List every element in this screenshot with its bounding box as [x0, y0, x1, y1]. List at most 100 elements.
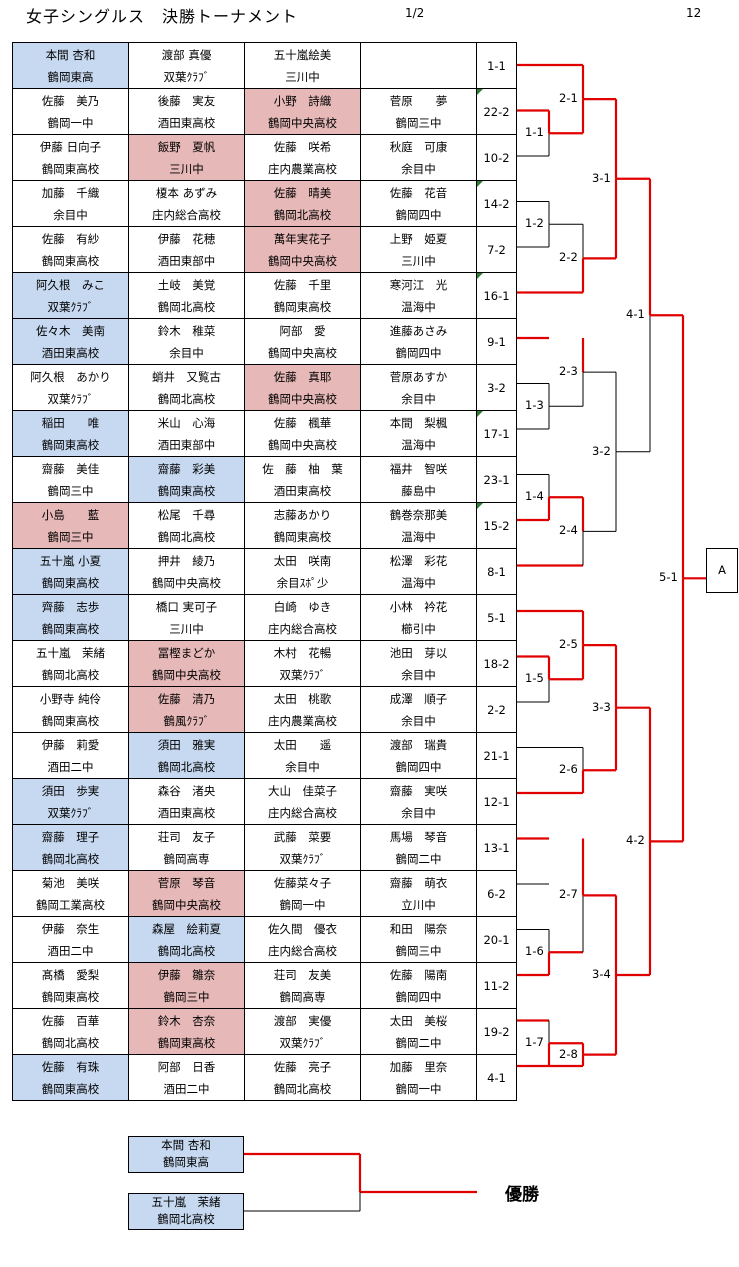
player-name: 太田 遥: [273, 737, 332, 752]
player-cell: 佐々木 美南 酒田東高校: [12, 318, 129, 365]
player-cell: 五十嵐絵美 三川中: [244, 42, 361, 89]
player-school: 鶴岡二中: [395, 1035, 442, 1050]
player-school: 鶴岡中央高校: [152, 667, 221, 682]
player-school: 酒田東高校: [157, 115, 216, 130]
player-cell: 米山 心海 酒田東部中: [128, 410, 245, 457]
player-name: 小野 詩織: [273, 93, 332, 108]
player-cell: 土岐 美覚 鶴岡北高校: [128, 272, 245, 319]
player-school: 鶴岡三中: [395, 115, 442, 130]
player-name: 押井 綾乃: [157, 553, 216, 568]
player-school: 鶴岡東高校: [157, 1035, 216, 1050]
player-cell: 佐藤 晴美 鶴岡北高校: [244, 180, 361, 227]
player-name: 秋庭 可康: [389, 139, 448, 154]
player-name: 松尾 千尋: [157, 507, 216, 522]
player-cell: 齋藤 彩美 鶴岡東高校: [128, 456, 245, 503]
player-cell: 押井 綾乃 鶴岡中央高校: [128, 548, 245, 595]
player-school: 余目中: [401, 161, 436, 176]
group-code-cell: 14-2: [476, 180, 517, 227]
group-row: 佐藤 有珠 鶴岡東高校 阿部 日香 酒田二中 佐藤 亮子 鶴岡北高校 加藤 里奈 鶴岡一中 4-…: [12, 1054, 517, 1101]
player-school: 鶴岡三中: [47, 483, 94, 498]
player-school: 酒田東部中: [157, 253, 216, 268]
match-label: 1-2: [524, 216, 545, 231]
group-code: 16-1: [483, 288, 510, 303]
player-cell: 太田 桃歌 庄内農業高校: [244, 686, 361, 733]
player-school: 立川中: [401, 897, 436, 912]
player-name: 森谷 渚央: [157, 783, 216, 798]
player-school: 双葉ｸﾗﾌﾞ: [279, 667, 326, 682]
player-name: 伊藤 花穂: [157, 231, 216, 246]
player-name: 伊藤 雛奈: [157, 967, 216, 982]
player-name: 佐々木 美南: [36, 323, 105, 338]
player-cell: 本間 杏和 鶴岡東高: [12, 42, 129, 89]
player-school: 鶴岡東高校: [41, 161, 100, 176]
player-name: 伊藤 奈生: [41, 921, 100, 936]
player-cell: 白崎 ゆき 庄内総合高校: [244, 594, 361, 641]
group-code-cell: 20-1: [476, 916, 517, 963]
player-school: 余目中: [401, 805, 436, 820]
player-name: 齋藤 実咲: [389, 783, 448, 798]
player-name: 菅原 琴音: [157, 875, 216, 890]
player-name: 榎本 あずみ: [155, 185, 218, 200]
player-name: 本間 杏和: [45, 47, 96, 62]
player-name: 佐藤 有珠: [41, 1059, 100, 1074]
player-name: 福井 智咲: [389, 461, 448, 476]
player-cell: 髙橋 愛梨 鶴岡東高校: [12, 962, 129, 1009]
player-cell: 橋口 実可子 三川中: [128, 594, 245, 641]
player-name: 伊藤 日向子: [39, 139, 102, 154]
player-school: 鶴岡東高校: [41, 1081, 100, 1096]
group-code: 12-1: [483, 794, 510, 809]
player-school: 藤島中: [401, 483, 436, 498]
player-school: 双葉ｸﾗﾌﾞ: [279, 851, 326, 866]
group-row: 齋藤 理子 鶴岡北高校 荘司 友子 鶴岡高専 武藤 菜要 双葉ｸﾗﾌﾞ 馬場 琴音 鶴岡二中 1…: [12, 824, 517, 871]
group-code: 15-2: [483, 518, 510, 533]
player-cell: 渡部 瑞貴 鶴岡四中: [360, 732, 477, 779]
player-cell: 伊藤 日向子 鶴岡東高校: [12, 134, 129, 181]
player-school: 余目中: [169, 345, 204, 360]
player-name: 上野 姫夏: [389, 231, 448, 246]
player-cell: 渡部 実優 双葉ｸﾗﾌﾞ: [244, 1008, 361, 1055]
player-cell: 後藤 実友 酒田東高校: [128, 88, 245, 135]
group-row: 伊藤 奈生 酒田二中 森屋 絵莉夏 鶴岡北高校 佐久間 優衣 庄内総合高校 和田 陽奈 鶴岡三…: [12, 916, 517, 963]
player-school: 鶴岡東高校: [273, 529, 332, 544]
player-school: 鶴岡東高: [47, 69, 94, 84]
match-label: 2-3: [558, 364, 579, 379]
player-school: 櫛引中: [401, 621, 436, 636]
player-name: 菅原 夢: [389, 93, 448, 108]
player-cell: 須田 歩実 双葉ｸﾗﾌﾞ: [12, 778, 129, 825]
group-row: 阿久根 みこ 双葉ｸﾗﾌﾞ 土岐 美覚 鶴岡北高校 佐藤 千里 鶴岡東高校 寒河江 光温海中…: [12, 272, 517, 319]
player-name: 米山 心海: [157, 415, 216, 430]
player-school: 鶴岡北高校: [157, 391, 216, 406]
player-name: 渡部 実優: [273, 1013, 332, 1028]
player-name: 池田 芽以: [389, 645, 448, 660]
group-row: 佐藤 有紗 鶴岡東高校 伊藤 花穂 酒田東部中 萬年実花子 鶴岡中央高校 上野 姫夏 三川中 7…: [12, 226, 517, 273]
group-code: 7-2: [487, 242, 506, 257]
player-school: 鶴風ｸﾗﾌﾞ: [163, 713, 210, 728]
player-cell: 小島 藍鶴岡三中: [12, 502, 129, 549]
group-code: 22-2: [483, 104, 510, 119]
group-code: 4-1: [487, 1070, 506, 1085]
group-code: 23-1: [483, 472, 510, 487]
match-label: 2-4: [558, 523, 579, 538]
player-school: 鶴岡東高校: [41, 989, 100, 1004]
player-name: 佐藤 楓華: [273, 415, 332, 430]
group-code-cell: 2-2: [476, 686, 517, 733]
player-school: 庄内農業高校: [268, 161, 337, 176]
player-school: 酒田東高校: [273, 483, 332, 498]
group-code: 14-2: [483, 196, 510, 211]
player-name: 佐藤 有紗: [41, 231, 100, 246]
player-school: 鶴岡北高校: [157, 759, 216, 774]
player-school: 鶴岡東高校: [41, 575, 100, 590]
player-name: 齋藤 彩美: [157, 461, 216, 476]
finalist-1: 本間 杏和 鶴岡東高: [128, 1136, 244, 1173]
comment-marker: [477, 273, 483, 279]
group-code: 3-2: [487, 380, 506, 395]
player-name: 荘司 友美: [273, 967, 332, 982]
group-row: 小野寺 純伶 鶴岡東高校 佐藤 清乃 鶴風ｸﾗﾌﾞ 太田 桃歌 庄内農業高校 成澤 順子 余目…: [12, 686, 517, 733]
player-name: 武藤 菜要: [273, 829, 332, 844]
player-cell: 加藤 千織 余目中: [12, 180, 129, 227]
match-label: 3-2: [591, 443, 612, 458]
player-cell: 森屋 絵莉夏 鶴岡北高校: [128, 916, 245, 963]
player-name: 鶴巻奈那美: [389, 507, 448, 522]
player-school: 酒田東高校: [157, 805, 216, 820]
